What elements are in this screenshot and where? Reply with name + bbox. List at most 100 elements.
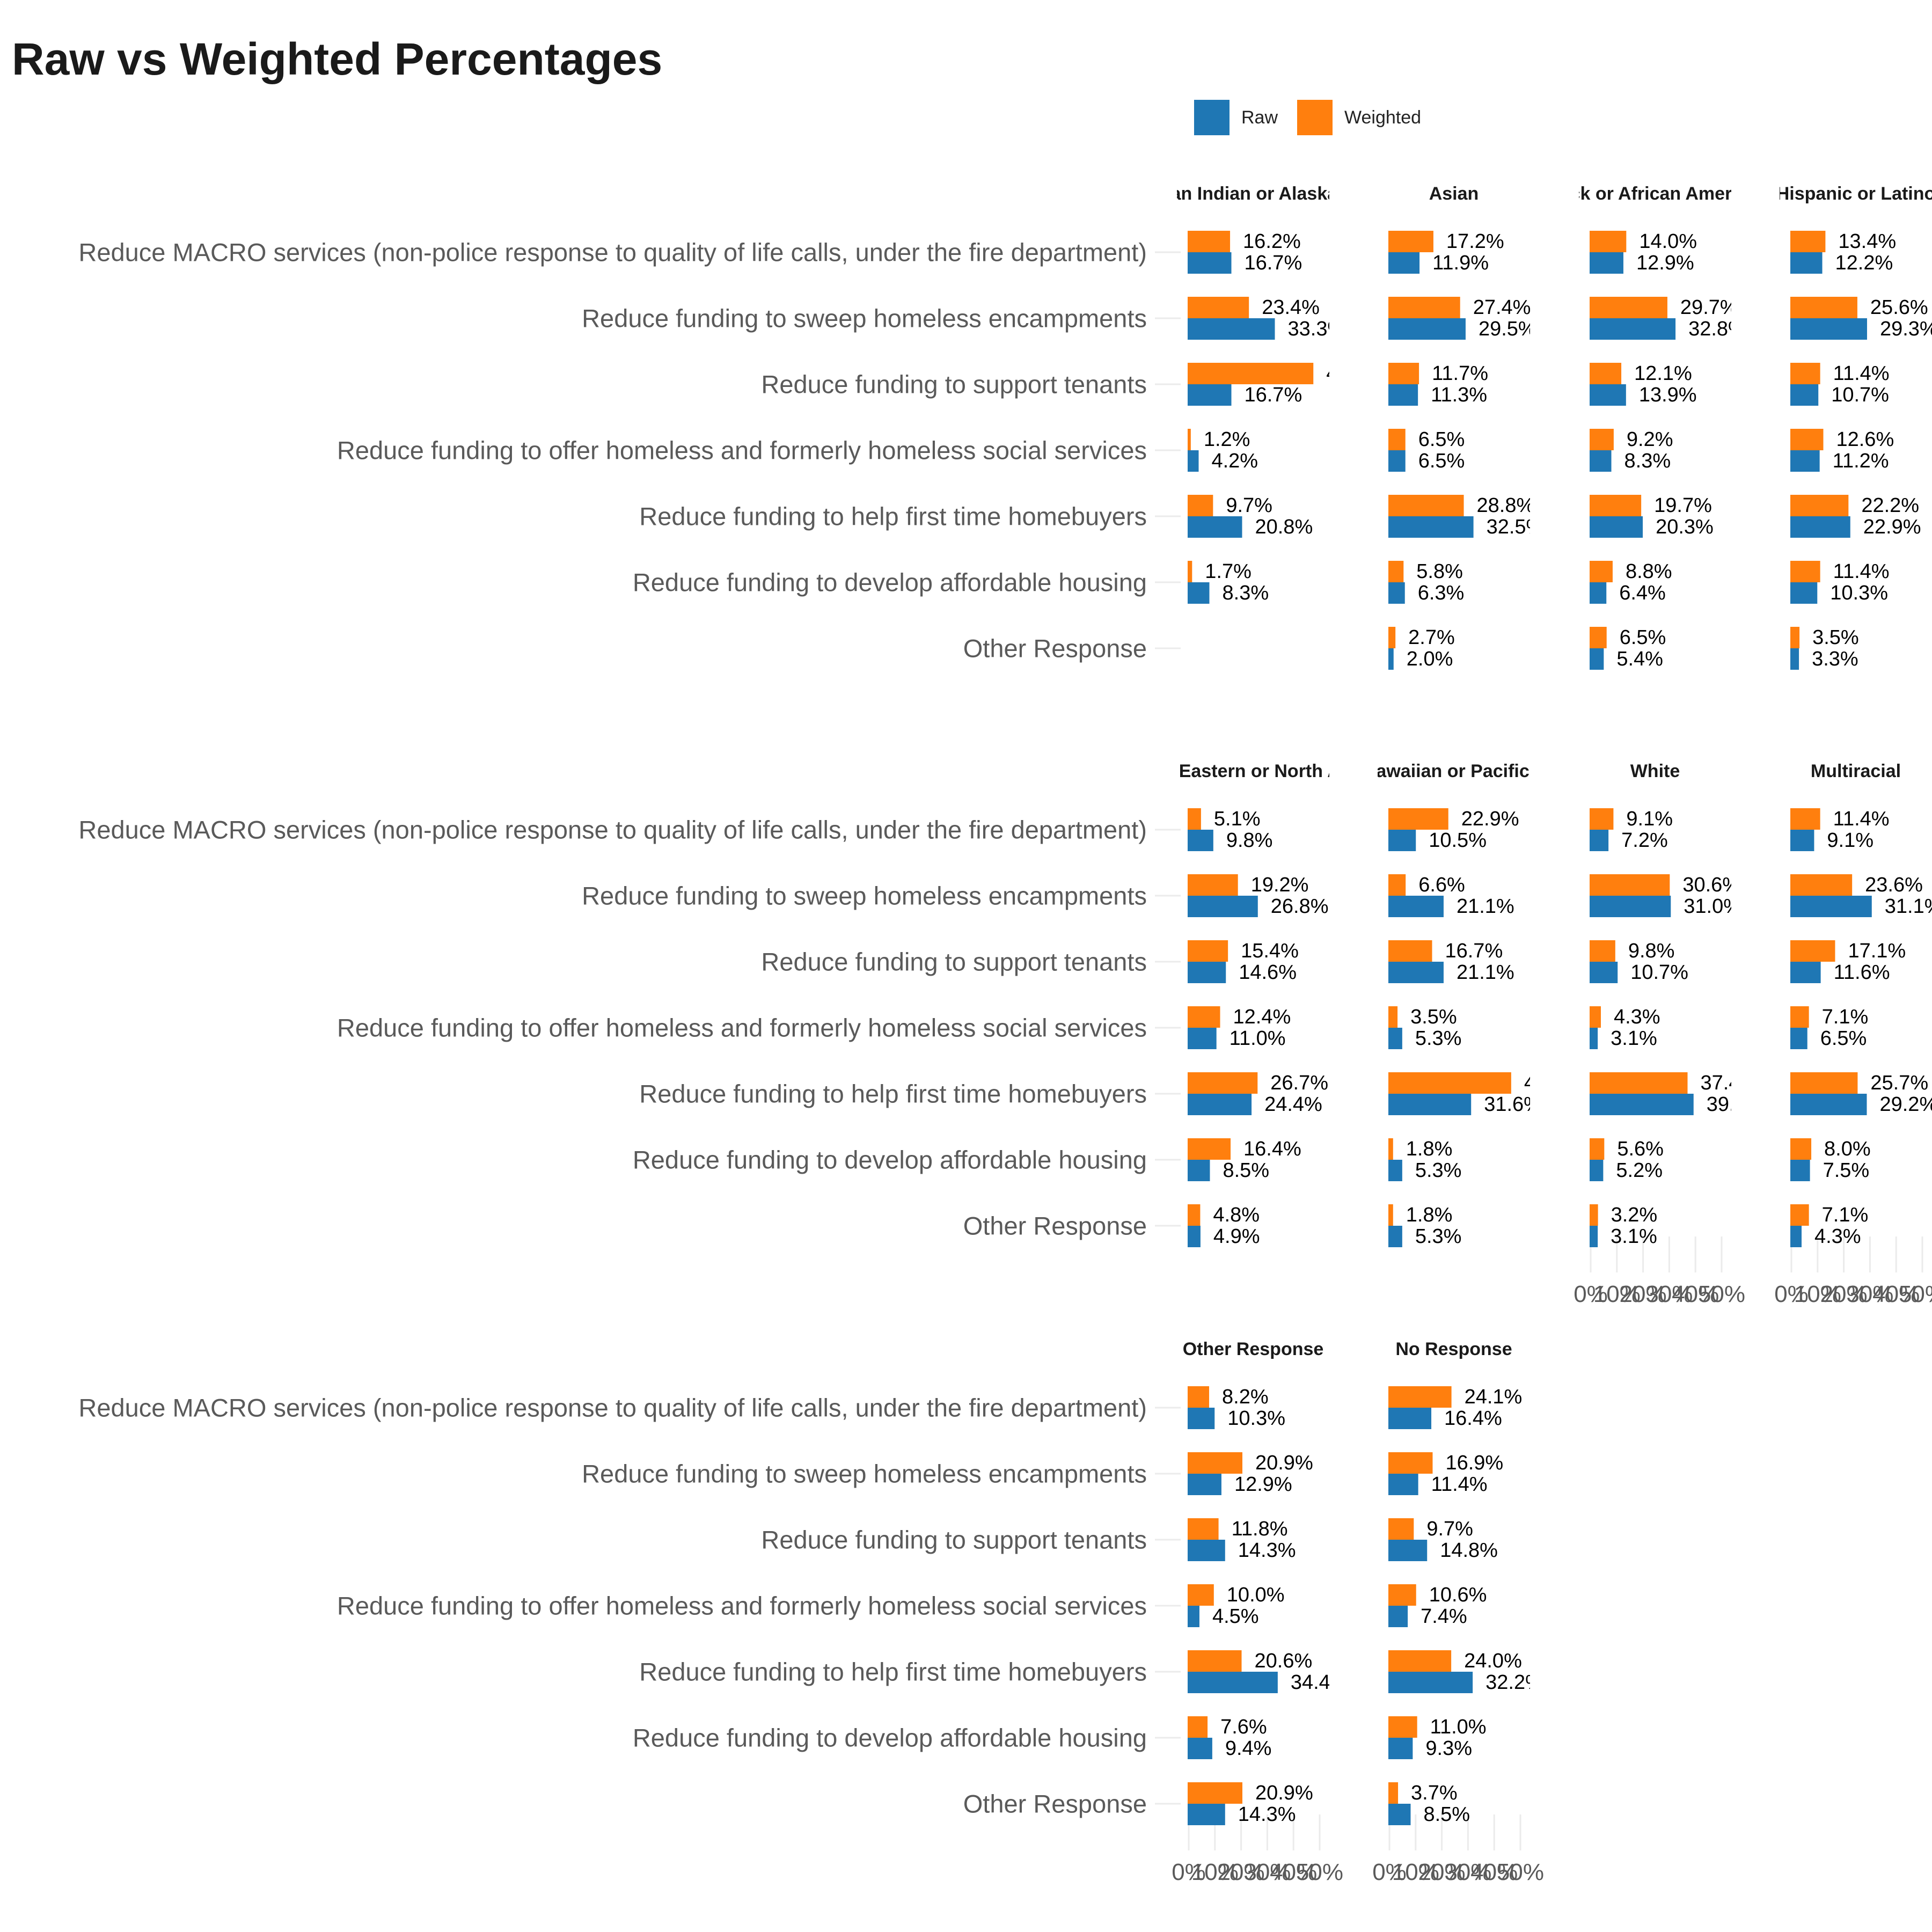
bar-raw-native-hawaiian-or-pacific-islander-2 — [1388, 896, 1444, 917]
label-weighted-black-or-african-american-7: 6.5% — [1620, 626, 1666, 649]
label-raw-black-or-african-american-3: 13.9% — [1639, 384, 1697, 406]
bar-weighted-middle-eastern-or-north-african-3 — [1188, 940, 1228, 962]
x-tick-label-other-response-3: 30% — [1243, 1859, 1291, 1885]
x-tick-label-multiracial-0: 0% — [1774, 1281, 1809, 1307]
page-title: Raw vs Weighted Percentages — [12, 34, 663, 84]
bar-weighted-asian-2 — [1388, 297, 1460, 318]
bar-weighted-other-response-2 — [1188, 1452, 1242, 1474]
y-tick-label-row1-3: Reduce funding to support tenants — [761, 370, 1147, 399]
bar-weighted-other-response-3 — [1188, 1518, 1219, 1540]
label-weighted-no-response-1: 24.1% — [1465, 1386, 1523, 1408]
bar-raw-no-response-1 — [1388, 1408, 1432, 1429]
bar-raw-asian-6 — [1388, 582, 1405, 604]
legend: Raw Weighted — [1194, 100, 1440, 135]
y-tick-label-row2-7: Other Response — [963, 1212, 1147, 1240]
bar-raw-no-response-4 — [1388, 1606, 1408, 1627]
bar-raw-hispanic-or-latino-3 — [1790, 384, 1819, 406]
label-raw-hispanic-or-latino-1: 12.2% — [1835, 252, 1893, 274]
bar-weighted-white-5 — [1590, 1072, 1688, 1094]
label-raw-native-hawaiian-or-pacific-islander-4: 5.3% — [1415, 1027, 1462, 1050]
label-weighted-american-indian-or-alaska-native-6: 1.7% — [1205, 560, 1252, 583]
label-raw-native-hawaiian-or-pacific-islander-2: 21.1% — [1457, 895, 1514, 918]
x-tick-label-white-5: 50% — [1698, 1281, 1745, 1307]
facet-title-asian: Asian — [1429, 184, 1479, 204]
label-raw-no-response-7: 8.5% — [1423, 1803, 1470, 1826]
label-raw-hispanic-or-latino-4: 11.2% — [1833, 450, 1889, 472]
label-weighted-hispanic-or-latino-3: 11.4% — [1833, 362, 1890, 385]
label-raw-other-response-5: 34.4% — [1291, 1671, 1349, 1694]
bar-raw-other-response-2 — [1188, 1474, 1221, 1495]
facet-title-hispanic-or-latino: Hispanic or Latino — [1776, 184, 1932, 204]
label-raw-asian-6: 6.3% — [1418, 582, 1465, 604]
label-weighted-multiracial-2: 23.6% — [1865, 874, 1923, 896]
bar-raw-asian-1 — [1388, 252, 1420, 274]
bar-raw-other-response-1 — [1188, 1408, 1215, 1429]
facet-panel-no-response: No Response 24.1%16.4% 16.9%11.4% 9.7%14.8%… — [1388, 1339, 1530, 1850]
bar-weighted-hispanic-or-latino-4 — [1790, 429, 1824, 450]
y-tick-label-row3-1: Reduce MACRO services (non-police respon… — [78, 1394, 1147, 1422]
facet-panel-hispanic-or-latino: Hispanic or Latino 13.4%12.2% 25.6%29.3% 11… — [1776, 184, 1932, 670]
bar-weighted-black-or-african-american-7 — [1590, 627, 1607, 648]
label-raw-white-5: 39.7% — [1707, 1093, 1765, 1116]
label-weighted-middle-eastern-or-north-african-5: 26.7% — [1270, 1072, 1328, 1094]
y-tick-label-row2-4: Reduce funding to offer homeless and for… — [337, 1014, 1147, 1042]
label-raw-native-hawaiian-or-pacific-islander-7: 5.3% — [1415, 1225, 1462, 1248]
x-tick-label-multiracial-2: 20% — [1820, 1281, 1868, 1307]
bar-raw-multiracial-1 — [1790, 830, 1814, 851]
bar-weighted-black-or-african-american-3 — [1590, 363, 1622, 384]
bar-weighted-no-response-1 — [1388, 1386, 1452, 1408]
label-raw-hispanic-or-latino-2: 29.3% — [1880, 318, 1932, 340]
bar-raw-other-response-3 — [1188, 1540, 1225, 1561]
label-raw-black-or-african-american-1: 12.9% — [1636, 252, 1694, 274]
bar-weighted-american-indian-or-alaska-native-4 — [1188, 429, 1191, 450]
bar-weighted-asian-4 — [1388, 429, 1406, 450]
bar-weighted-asian-7 — [1388, 627, 1396, 648]
label-weighted-white-7: 3.2% — [1611, 1204, 1658, 1226]
label-raw-no-response-3: 14.8% — [1440, 1539, 1498, 1562]
facet-title-multiracial: Multiracial — [1811, 761, 1901, 781]
label-weighted-asian-7: 2.7% — [1408, 626, 1455, 649]
legend-key-weighted — [1297, 100, 1333, 135]
bar-weighted-white-1 — [1590, 808, 1614, 830]
label-weighted-white-2: 30.6% — [1682, 874, 1740, 896]
x-tick-label-white-3: 30% — [1645, 1281, 1693, 1307]
bar-raw-multiracial-4 — [1790, 1028, 1807, 1049]
label-raw-hispanic-or-latino-7: 3.3% — [1812, 648, 1858, 670]
label-raw-middle-eastern-or-north-african-2: 26.8% — [1271, 895, 1329, 918]
facet-panel-white: White9.1%7.2%30.6%31.0%9.8%10.7%4.3%3.1%… — [1590, 761, 1765, 1272]
bar-raw-multiracial-3 — [1790, 962, 1821, 983]
bar-weighted-no-response-7 — [1388, 1782, 1399, 1804]
bar-weighted-native-hawaiian-or-pacific-islander-4 — [1388, 1006, 1398, 1028]
bar-weighted-black-or-african-american-6 — [1590, 561, 1613, 582]
label-raw-black-or-african-american-6: 6.4% — [1619, 582, 1666, 604]
label-raw-american-indian-or-alaska-native-1: 16.7% — [1244, 252, 1302, 274]
bar-raw-american-indian-or-alaska-native-4 — [1188, 450, 1199, 472]
bar-weighted-hispanic-or-latino-5 — [1790, 495, 1849, 516]
label-weighted-multiracial-1: 11.4% — [1833, 808, 1890, 830]
label-raw-multiracial-6: 7.5% — [1823, 1159, 1870, 1182]
bar-weighted-other-response-6 — [1188, 1716, 1208, 1738]
bar-raw-black-or-african-american-1 — [1590, 252, 1623, 274]
bar-raw-other-response-7 — [1188, 1804, 1225, 1825]
bar-raw-no-response-7 — [1388, 1804, 1411, 1825]
label-raw-asian-2: 29.5% — [1479, 318, 1536, 340]
bar-raw-multiracial-6 — [1790, 1160, 1810, 1181]
y-tick-label-row2-1: Reduce MACRO services (non-police respon… — [78, 816, 1147, 844]
x-tick-label-other-response-4: 40% — [1270, 1859, 1317, 1885]
y-tick-label-row1-4: Reduce funding to offer homeless and for… — [337, 436, 1147, 465]
y-tick-label-row2-6: Reduce funding to develop affordable hou… — [633, 1146, 1147, 1174]
bar-raw-white-3 — [1590, 962, 1618, 983]
x-tick-label-other-response-1: 10% — [1191, 1859, 1239, 1885]
label-raw-middle-eastern-or-north-african-4: 11.0% — [1230, 1027, 1286, 1050]
label-weighted-native-hawaiian-or-pacific-islander-7: 1.8% — [1406, 1204, 1453, 1226]
label-raw-middle-eastern-or-north-african-5: 24.4% — [1264, 1093, 1322, 1116]
bar-raw-multiracial-2 — [1790, 896, 1872, 917]
label-raw-black-or-african-american-4: 8.3% — [1624, 450, 1671, 472]
bar-raw-native-hawaiian-or-pacific-islander-7 — [1388, 1226, 1402, 1247]
label-weighted-middle-eastern-or-north-african-1: 5.1% — [1214, 808, 1261, 830]
y-tick-label-row3-6: Reduce funding to develop affordable hou… — [633, 1724, 1147, 1752]
bar-weighted-asian-5 — [1388, 495, 1464, 516]
y-tick-label-row1-7: Other Response — [963, 634, 1147, 663]
label-weighted-american-indian-or-alaska-native-5: 9.7% — [1226, 494, 1272, 517]
label-weighted-native-hawaiian-or-pacific-islander-5: 46.9% — [1524, 1072, 1582, 1094]
